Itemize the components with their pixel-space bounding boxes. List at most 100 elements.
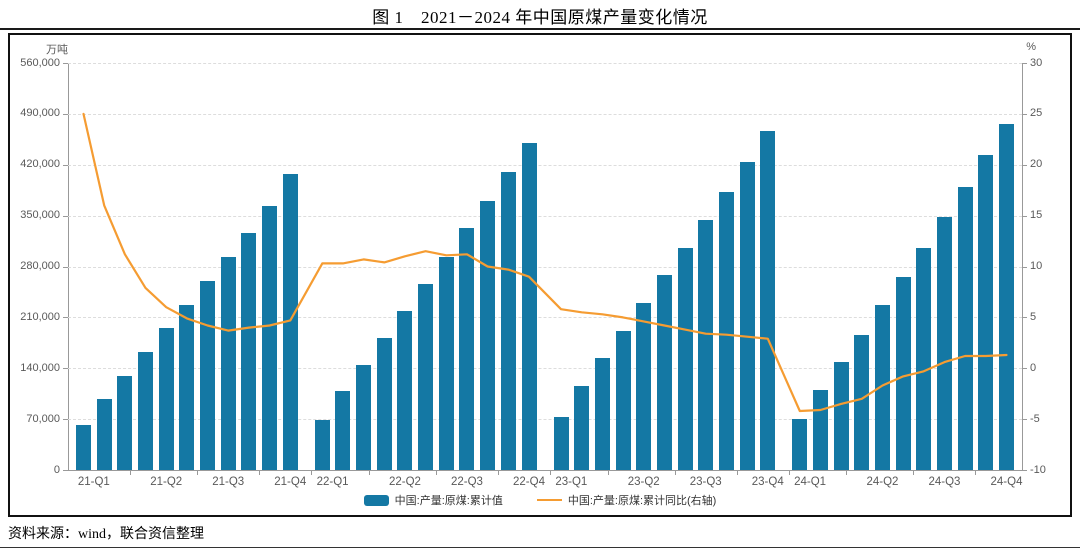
x-axis-tick-label: 22-Q4 (513, 476, 545, 488)
gridline (68, 63, 1022, 64)
x-axis-tick-label: 21-Q4 (274, 476, 307, 488)
legend: 中国:产量:原煤:累计值 中国:产量:原煤:累计同比(右轴) (10, 492, 1070, 508)
left-axis-tick-label: 560,000 (20, 56, 60, 69)
bar-series-swatch (363, 494, 389, 506)
left-axis-tick-label: 210,000 (20, 310, 60, 323)
bar (874, 305, 890, 470)
gridline (68, 266, 1022, 268)
x-axis-tick-label: 22-Q2 (388, 476, 421, 488)
right-axis-tick (1022, 113, 1027, 115)
chart-title: 图 1 2021－2024 年中国原煤产量变化情况 (372, 8, 708, 27)
x-axis-tick (311, 470, 313, 475)
right-axis-tick-label: 0 (1030, 361, 1037, 374)
x-axis-tick (674, 470, 676, 475)
left-axis-tick-label: 280,000 (20, 260, 60, 272)
left-axis-tick (63, 164, 68, 166)
x-axis-tick (197, 470, 199, 475)
bar (96, 399, 112, 470)
bar (314, 420, 330, 470)
bar-series-label: 中国:产量:原煤:累计值 (394, 495, 503, 507)
x-axis-tick-label: 23-Q4 (751, 476, 784, 488)
x-axis-tick (130, 470, 132, 475)
right-axis-tick-label: -10 (1030, 463, 1046, 476)
x-axis-tick (259, 470, 261, 475)
bar (158, 328, 174, 470)
left-axis-tick-label: 350,000 (20, 209, 60, 222)
gridline (68, 215, 1022, 217)
legend-item-bars: 中国:产量:原煤:累计值 (363, 492, 503, 508)
bar (760, 131, 776, 470)
bar (200, 281, 216, 470)
bar (376, 338, 392, 470)
plot-area (63, 63, 1027, 475)
x-axis-tick (736, 470, 738, 475)
gridline (68, 368, 1022, 370)
bar (792, 418, 808, 470)
bar (999, 124, 1014, 470)
x-axis-tick-label: 23-Q2 (627, 476, 660, 488)
left-axis-tick-label: 0 (53, 463, 60, 476)
gridline (68, 113, 1022, 115)
bar (574, 386, 590, 470)
bar (615, 331, 631, 470)
bar (854, 334, 870, 470)
right-axis-tick-label: 20 (1030, 158, 1043, 171)
gridline (68, 164, 1022, 166)
top-divider (0, 28, 1080, 30)
right-axis-tick-label: 25 (1030, 107, 1043, 120)
right-axis-tick-label: 5 (1030, 310, 1037, 323)
right-axis-tick-label: 10 (1030, 260, 1043, 272)
right-axis-tick (1022, 164, 1027, 166)
bar (936, 217, 952, 470)
bar (179, 305, 195, 470)
bar (76, 425, 91, 470)
left-axis-tick (63, 317, 68, 319)
x-axis-tick-label: 24-Q3 (928, 476, 961, 488)
right-axis-tick (1022, 419, 1027, 421)
left-axis-tick-label: 490,000 (20, 107, 60, 120)
bar (978, 155, 994, 470)
x-axis-tick (607, 470, 609, 475)
bar (459, 228, 475, 470)
left-axis-tick (63, 368, 68, 370)
x-axis-tick-label: 24-Q2 (866, 476, 899, 488)
x-axis-tick (846, 470, 848, 475)
bar (262, 206, 278, 470)
x-axis-tick-label: 22-Q1 (316, 476, 349, 488)
gridline (68, 419, 1022, 421)
bar (335, 391, 351, 470)
bottom-divider (0, 547, 1080, 548)
bar (895, 276, 911, 470)
x-axis-tick (435, 470, 437, 475)
x-axis-tick-label: 21-Q1 (77, 476, 110, 488)
bar (833, 362, 849, 470)
x-axis-tick (368, 470, 370, 475)
bar (698, 219, 714, 470)
bar (636, 302, 652, 470)
left-axis-tick-label: 140,000 (20, 361, 60, 374)
right-axis-tick (1022, 368, 1027, 370)
bar (117, 375, 133, 470)
right-axis-unit-label: % (1026, 41, 1036, 53)
bar (241, 233, 257, 470)
right-axis-tick (1022, 317, 1027, 319)
trend-line (82, 112, 1008, 413)
left-axis-tick (63, 113, 68, 115)
x-axis-tick-label: 21-Q2 (150, 476, 183, 488)
legend-item-line: 中国:产量:原煤:累计同比(右轴) (536, 492, 716, 508)
left-axis-tick (63, 266, 68, 268)
left-axis-tick (63, 470, 68, 471)
bar (397, 310, 413, 470)
bar (438, 256, 454, 470)
bar (418, 283, 434, 470)
bar (677, 247, 693, 470)
left-axis-unit-label: 万吨 (46, 44, 68, 56)
x-axis-tick (550, 470, 552, 475)
x-axis-tick (497, 470, 499, 475)
left-axis-tick (63, 419, 68, 421)
bar (282, 174, 298, 470)
bar (553, 416, 569, 470)
line-series-swatch (536, 498, 562, 502)
x-axis-tick (975, 470, 977, 475)
